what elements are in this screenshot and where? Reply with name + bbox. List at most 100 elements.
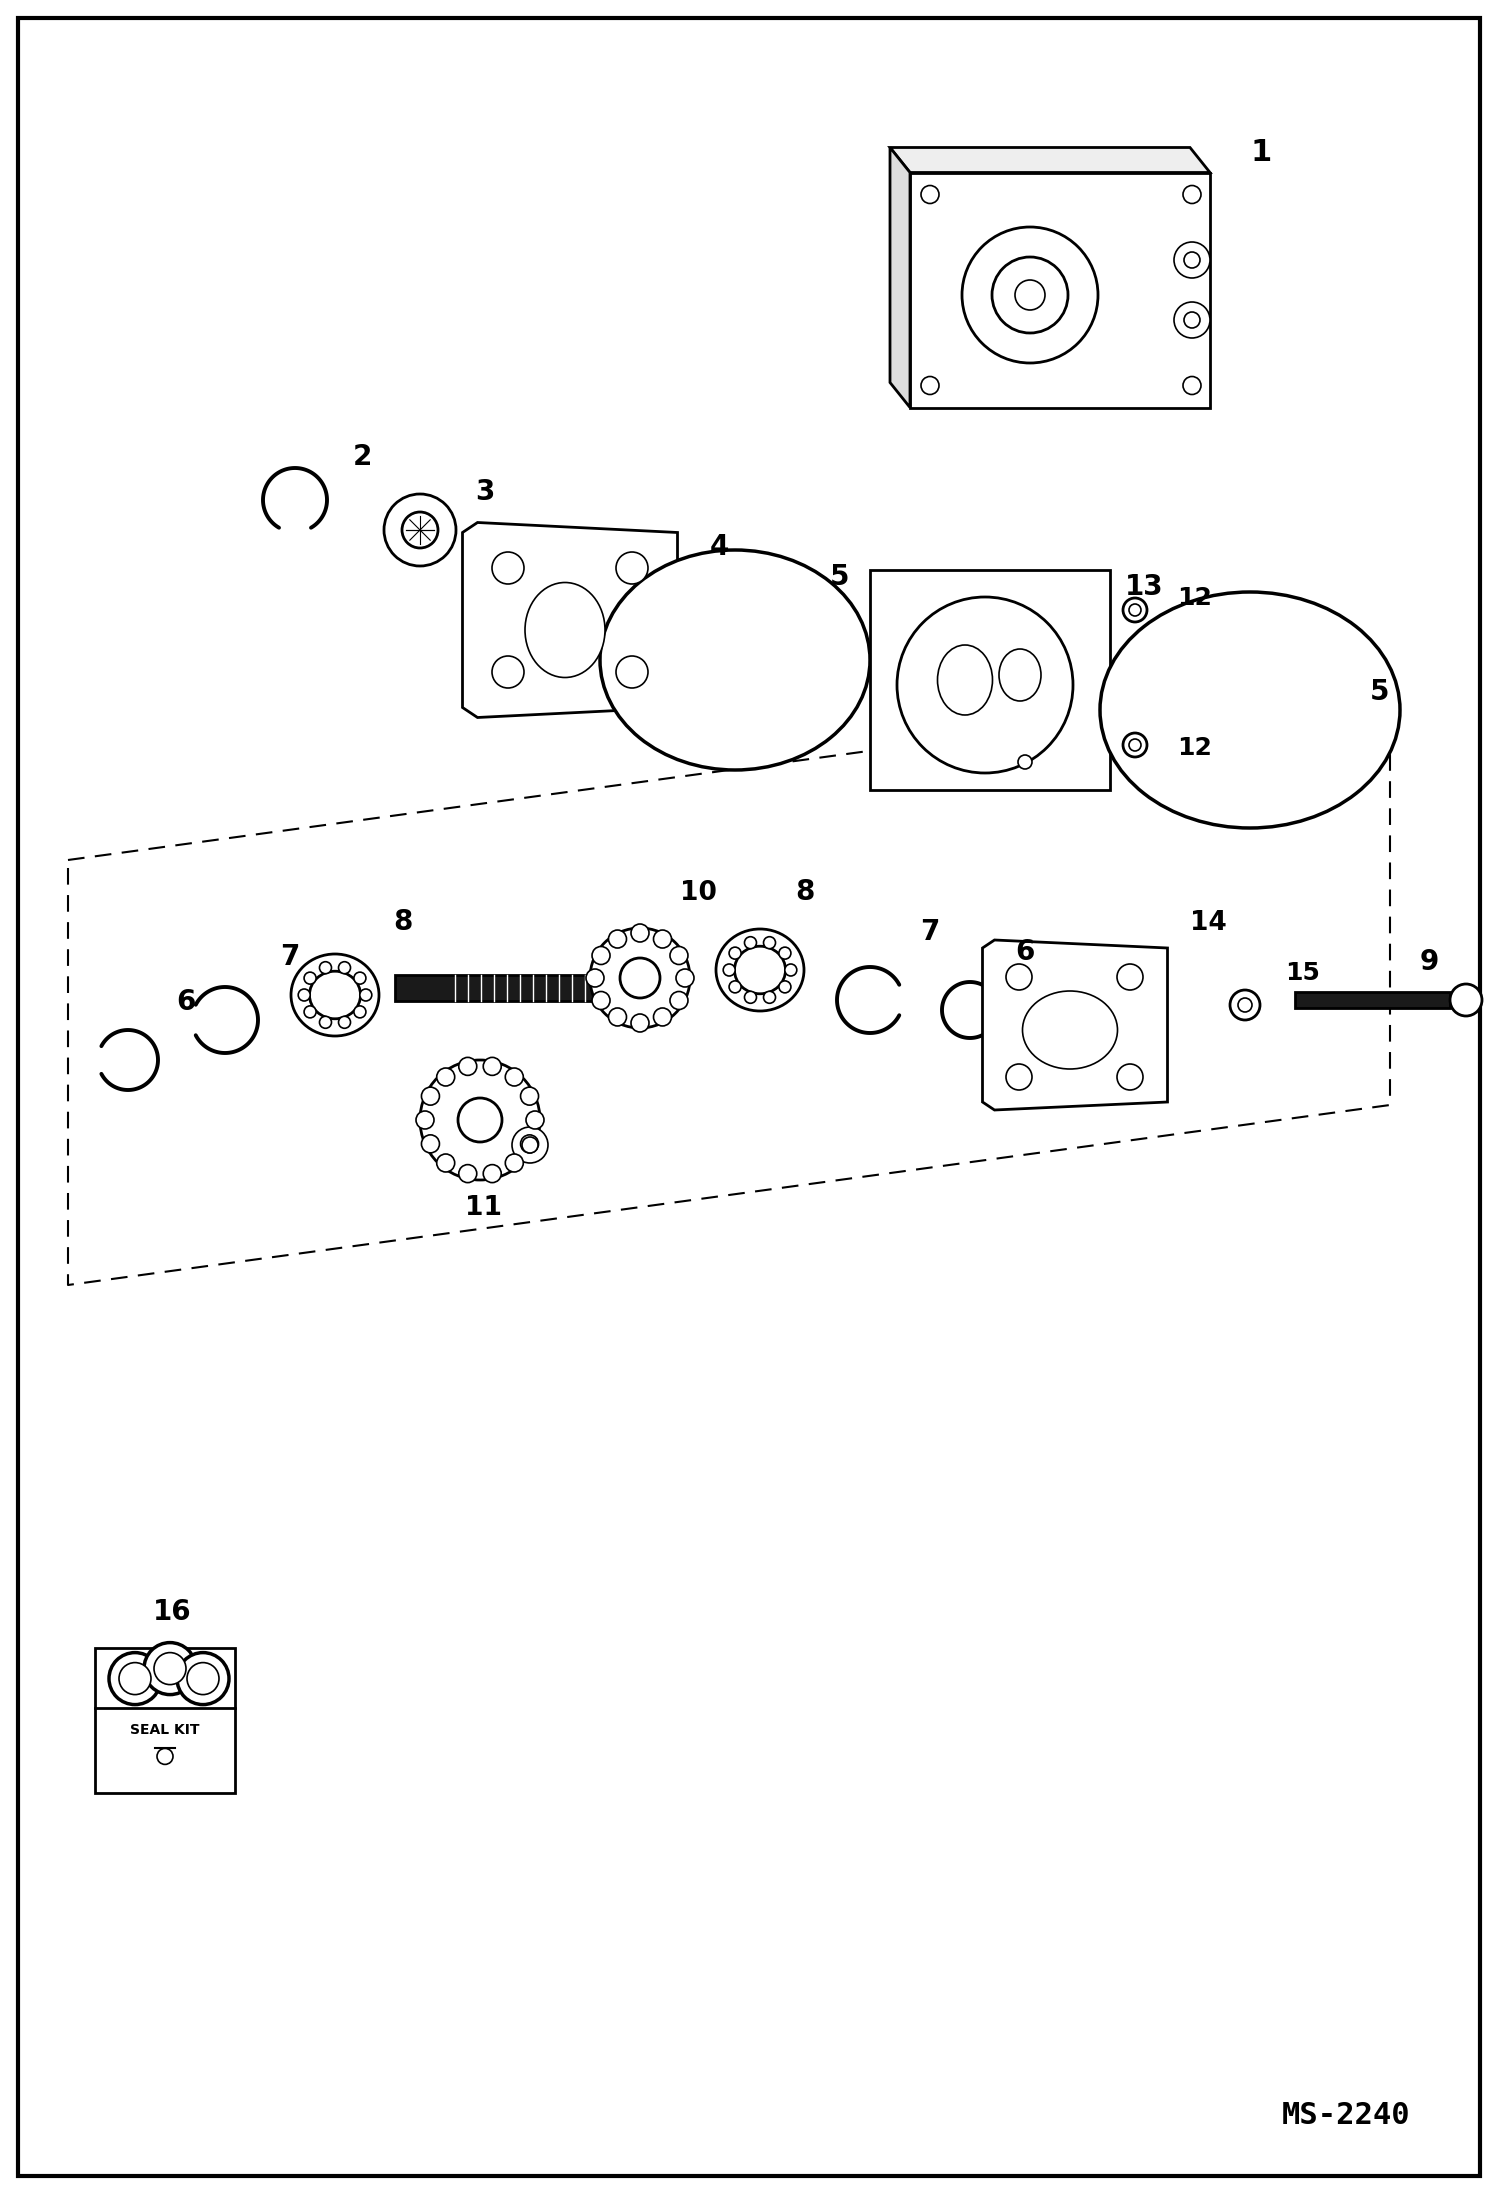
Ellipse shape	[524, 581, 605, 678]
Circle shape	[319, 1016, 331, 1029]
Polygon shape	[909, 173, 1210, 408]
Circle shape	[505, 1154, 523, 1172]
Text: 7: 7	[920, 917, 939, 946]
Circle shape	[416, 1110, 434, 1130]
Circle shape	[897, 597, 1073, 772]
Circle shape	[921, 377, 939, 395]
Circle shape	[1230, 989, 1260, 1020]
Text: 6: 6	[1016, 939, 1035, 965]
Circle shape	[354, 972, 366, 985]
Circle shape	[1174, 241, 1210, 279]
Circle shape	[458, 1165, 476, 1183]
Ellipse shape	[310, 972, 361, 1018]
Text: 5: 5	[1371, 678, 1390, 706]
Circle shape	[592, 946, 610, 965]
Circle shape	[419, 1060, 539, 1180]
Circle shape	[1450, 983, 1482, 1016]
Circle shape	[458, 1058, 476, 1075]
Circle shape	[779, 948, 791, 959]
Circle shape	[118, 1663, 151, 1694]
Circle shape	[512, 1128, 548, 1163]
Circle shape	[484, 1058, 502, 1075]
Ellipse shape	[1100, 592, 1401, 827]
Circle shape	[1129, 739, 1141, 750]
Ellipse shape	[999, 649, 1041, 702]
Text: 14: 14	[1189, 911, 1227, 937]
Circle shape	[1129, 603, 1141, 617]
Circle shape	[491, 553, 524, 584]
Circle shape	[154, 1652, 186, 1685]
Bar	[1294, 992, 1450, 1007]
Circle shape	[520, 1088, 539, 1106]
Circle shape	[383, 494, 455, 566]
Circle shape	[1183, 312, 1200, 327]
Circle shape	[764, 937, 776, 948]
Text: 15: 15	[1285, 961, 1320, 985]
Circle shape	[1019, 755, 1032, 770]
Circle shape	[1007, 1064, 1032, 1090]
Circle shape	[304, 1005, 316, 1018]
Circle shape	[608, 930, 626, 948]
Circle shape	[319, 961, 331, 974]
Circle shape	[1183, 252, 1200, 268]
Circle shape	[921, 186, 939, 204]
Circle shape	[304, 972, 316, 985]
Ellipse shape	[938, 645, 993, 715]
Circle shape	[421, 1134, 439, 1152]
Polygon shape	[983, 939, 1167, 1110]
Circle shape	[785, 963, 797, 976]
Text: 12: 12	[1177, 586, 1212, 610]
Circle shape	[962, 226, 1098, 362]
Circle shape	[505, 1068, 523, 1086]
Text: 9: 9	[1420, 948, 1440, 976]
Bar	[395, 974, 665, 1000]
Ellipse shape	[734, 946, 785, 994]
Circle shape	[616, 553, 649, 584]
Bar	[94, 1648, 235, 1792]
Circle shape	[157, 1749, 172, 1764]
Text: 12: 12	[1177, 735, 1212, 759]
Circle shape	[1118, 963, 1143, 989]
Circle shape	[339, 961, 351, 974]
Circle shape	[730, 948, 742, 959]
Ellipse shape	[291, 954, 379, 1036]
Circle shape	[745, 937, 756, 948]
Circle shape	[620, 959, 661, 998]
Text: 8: 8	[795, 878, 815, 906]
Circle shape	[653, 930, 671, 948]
Circle shape	[631, 1014, 649, 1031]
Circle shape	[670, 946, 688, 965]
Circle shape	[1183, 186, 1201, 204]
Circle shape	[1124, 733, 1147, 757]
Circle shape	[1183, 377, 1201, 395]
Circle shape	[1124, 599, 1147, 623]
Text: 6: 6	[175, 987, 195, 1016]
Circle shape	[653, 1007, 671, 1027]
Text: 2: 2	[354, 443, 373, 472]
Circle shape	[421, 1088, 439, 1106]
Circle shape	[437, 1068, 455, 1086]
Text: 7: 7	[280, 943, 300, 972]
Circle shape	[1237, 998, 1252, 1011]
Ellipse shape	[601, 551, 870, 770]
Circle shape	[458, 1097, 502, 1143]
Circle shape	[631, 924, 649, 941]
FancyBboxPatch shape	[870, 570, 1110, 790]
Circle shape	[592, 992, 610, 1009]
Polygon shape	[463, 522, 677, 717]
Circle shape	[521, 1136, 538, 1154]
Circle shape	[339, 1016, 351, 1029]
Circle shape	[608, 1007, 626, 1027]
Circle shape	[1016, 281, 1046, 309]
Circle shape	[437, 1154, 455, 1172]
Circle shape	[779, 981, 791, 994]
Text: 8: 8	[392, 908, 412, 937]
Circle shape	[1118, 1064, 1143, 1090]
Circle shape	[745, 992, 756, 1003]
Circle shape	[992, 257, 1068, 333]
Text: 1: 1	[1249, 138, 1272, 167]
Circle shape	[616, 656, 649, 689]
Circle shape	[144, 1643, 196, 1694]
Circle shape	[298, 989, 310, 1000]
Circle shape	[676, 970, 694, 987]
